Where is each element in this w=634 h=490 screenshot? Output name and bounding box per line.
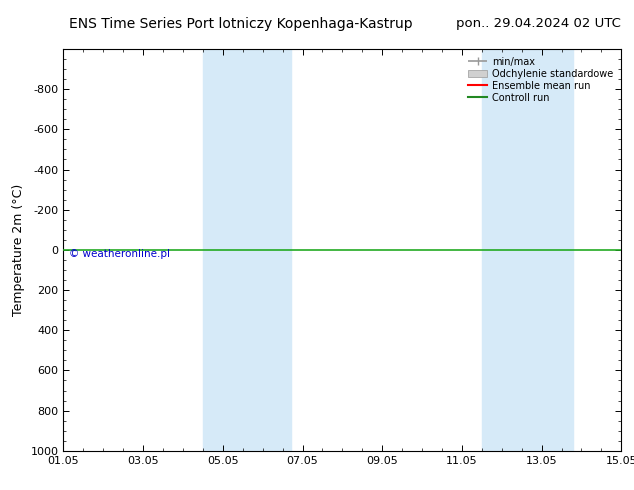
Bar	[203, 49, 243, 451]
Bar	[243, 49, 290, 451]
Legend: min/max, Odchylenie standardowe, Ensemble mean run, Controll run: min/max, Odchylenie standardowe, Ensembl…	[465, 54, 616, 105]
Text: © weatheronline.pl: © weatheronline.pl	[69, 249, 170, 259]
Text: ENS Time Series Port lotniczy Kopenhaga-Kastrup: ENS Time Series Port lotniczy Kopenhaga-…	[69, 17, 413, 31]
Bar	[482, 49, 522, 451]
Bar	[522, 49, 574, 451]
Text: pon.. 29.04.2024 02 UTC: pon.. 29.04.2024 02 UTC	[456, 17, 621, 30]
Y-axis label: Temperature 2m (°C): Temperature 2m (°C)	[12, 184, 25, 316]
